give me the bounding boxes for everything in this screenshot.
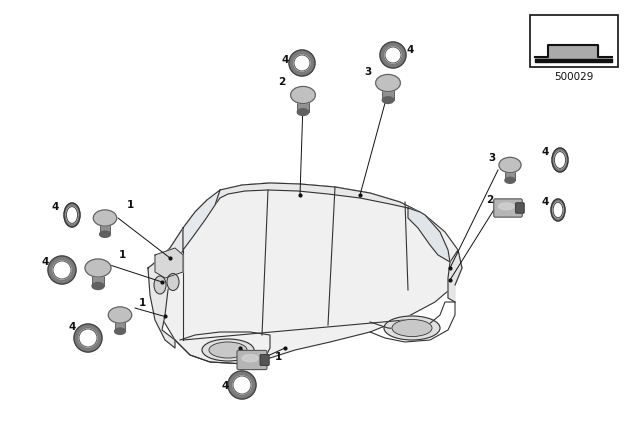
Polygon shape [148, 183, 462, 364]
Text: 1: 1 [126, 200, 134, 210]
Ellipse shape [167, 273, 179, 290]
Ellipse shape [115, 328, 125, 334]
Ellipse shape [100, 231, 111, 237]
Text: 4: 4 [406, 45, 413, 55]
Ellipse shape [242, 355, 259, 362]
Circle shape [385, 47, 401, 63]
Text: 4: 4 [68, 322, 76, 332]
Text: 3: 3 [488, 153, 495, 163]
Text: 1: 1 [275, 352, 282, 362]
Ellipse shape [154, 276, 166, 294]
Circle shape [48, 256, 76, 284]
Text: 4: 4 [42, 257, 49, 267]
Polygon shape [148, 228, 183, 348]
Ellipse shape [291, 86, 316, 103]
Ellipse shape [93, 210, 116, 226]
Ellipse shape [499, 157, 521, 172]
Polygon shape [183, 190, 220, 250]
Circle shape [289, 50, 315, 76]
Ellipse shape [384, 316, 440, 340]
Ellipse shape [392, 319, 432, 336]
Point [165, 254, 175, 262]
Polygon shape [100, 223, 111, 234]
Ellipse shape [382, 97, 394, 103]
FancyBboxPatch shape [493, 199, 522, 217]
Point [295, 191, 305, 198]
Ellipse shape [67, 207, 77, 224]
Point [160, 312, 170, 319]
Text: 4: 4 [282, 55, 289, 65]
Circle shape [53, 261, 71, 279]
Ellipse shape [551, 199, 565, 221]
Ellipse shape [85, 259, 111, 277]
Polygon shape [448, 250, 462, 302]
Ellipse shape [499, 203, 514, 210]
Circle shape [294, 55, 310, 71]
Circle shape [380, 42, 406, 68]
Ellipse shape [552, 148, 568, 172]
Text: 4: 4 [221, 381, 228, 391]
Polygon shape [408, 208, 450, 262]
Ellipse shape [376, 74, 401, 91]
Text: 1: 1 [118, 250, 125, 260]
Ellipse shape [209, 342, 247, 358]
Polygon shape [505, 169, 515, 180]
Polygon shape [298, 100, 308, 112]
Text: 4: 4 [541, 197, 548, 207]
FancyBboxPatch shape [237, 350, 267, 370]
Polygon shape [382, 88, 394, 100]
Text: 4: 4 [51, 202, 59, 212]
Bar [530, 15, 618, 67]
Polygon shape [92, 273, 104, 286]
Polygon shape [215, 183, 420, 212]
FancyBboxPatch shape [515, 203, 524, 213]
Ellipse shape [553, 202, 563, 218]
Point [157, 278, 167, 285]
Ellipse shape [108, 307, 132, 323]
Text: 4: 4 [541, 147, 548, 157]
Point [280, 345, 290, 352]
Ellipse shape [92, 283, 104, 289]
Circle shape [228, 371, 256, 399]
Text: 3: 3 [364, 67, 372, 77]
Polygon shape [155, 248, 183, 278]
Ellipse shape [554, 151, 566, 168]
Ellipse shape [202, 339, 254, 361]
Text: 500029: 500029 [554, 72, 594, 82]
FancyBboxPatch shape [260, 354, 269, 366]
Point [445, 276, 455, 284]
Circle shape [74, 324, 102, 352]
Circle shape [79, 329, 97, 347]
Text: 2: 2 [278, 77, 285, 87]
Ellipse shape [298, 109, 308, 116]
Ellipse shape [505, 177, 515, 183]
Circle shape [233, 376, 251, 394]
Point [235, 345, 245, 352]
Text: 2: 2 [486, 195, 493, 205]
Polygon shape [115, 319, 125, 331]
Point [445, 264, 455, 271]
Ellipse shape [64, 203, 80, 227]
Point [355, 191, 365, 198]
Text: 1: 1 [138, 298, 146, 308]
